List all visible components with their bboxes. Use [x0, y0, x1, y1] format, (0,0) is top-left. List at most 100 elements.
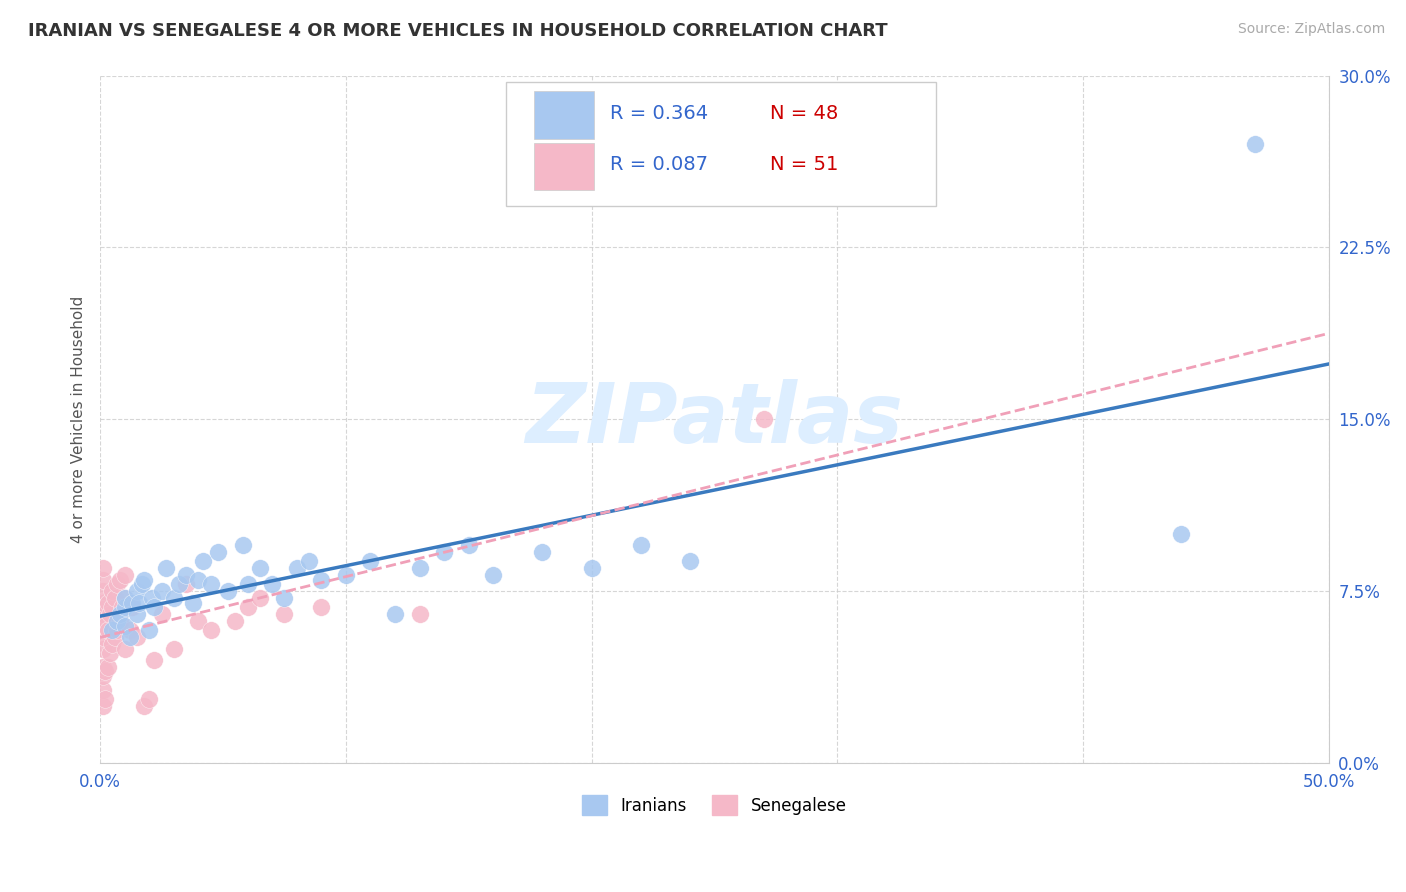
Point — [174, 577, 197, 591]
Point — [105, 623, 128, 637]
Text: N = 48: N = 48 — [769, 103, 838, 123]
Point — [309, 600, 332, 615]
Point — [482, 568, 505, 582]
Point — [752, 412, 775, 426]
Point — [118, 630, 141, 644]
Point — [91, 607, 114, 622]
Point — [200, 623, 222, 637]
Point — [91, 641, 114, 656]
Point — [141, 591, 163, 606]
Text: R = 0.087: R = 0.087 — [610, 155, 709, 175]
Point — [143, 653, 166, 667]
Point — [104, 630, 127, 644]
Point — [167, 577, 190, 591]
Point — [163, 641, 186, 656]
Point — [91, 660, 114, 674]
Point — [285, 561, 308, 575]
Point — [309, 573, 332, 587]
Point — [105, 577, 128, 591]
Point — [108, 573, 131, 587]
Point — [114, 618, 136, 632]
Text: ZIPatlas: ZIPatlas — [526, 379, 903, 459]
Point — [262, 577, 284, 591]
Point — [111, 600, 134, 615]
Point — [433, 545, 456, 559]
Point — [91, 561, 114, 575]
Point — [155, 561, 177, 575]
Point — [174, 568, 197, 582]
Point — [101, 584, 124, 599]
Text: R = 0.364: R = 0.364 — [610, 103, 709, 123]
FancyBboxPatch shape — [534, 143, 593, 190]
Point — [101, 637, 124, 651]
Point — [121, 600, 143, 615]
Point — [114, 591, 136, 606]
Point — [1244, 137, 1267, 152]
Text: IRANIAN VS SENEGALESE 4 OR MORE VEHICLES IN HOUSEHOLD CORRELATION CHART: IRANIAN VS SENEGALESE 4 OR MORE VEHICLES… — [28, 22, 887, 40]
Point — [121, 596, 143, 610]
Point — [273, 607, 295, 622]
Point — [143, 600, 166, 615]
Point — [531, 545, 554, 559]
Point — [138, 623, 160, 637]
Point — [98, 607, 121, 622]
Point — [134, 698, 156, 713]
Legend: Iranians, Senegalese: Iranians, Senegalese — [574, 787, 855, 823]
Point — [457, 538, 479, 552]
Point — [96, 596, 118, 610]
Point — [105, 614, 128, 628]
Point — [125, 630, 148, 644]
FancyBboxPatch shape — [506, 82, 935, 206]
Point — [125, 607, 148, 622]
Point — [91, 596, 114, 610]
Point — [630, 538, 652, 552]
Point — [163, 591, 186, 606]
Point — [114, 600, 136, 615]
Point — [91, 573, 114, 587]
Point — [138, 692, 160, 706]
Point — [232, 538, 254, 552]
FancyBboxPatch shape — [534, 91, 593, 138]
Text: N = 51: N = 51 — [769, 155, 838, 175]
Point — [249, 561, 271, 575]
Point — [187, 573, 209, 587]
Point — [96, 623, 118, 637]
Point — [236, 577, 259, 591]
Point — [249, 591, 271, 606]
Point — [384, 607, 406, 622]
Point — [217, 584, 239, 599]
Point — [679, 554, 702, 568]
Point — [200, 577, 222, 591]
Point — [114, 568, 136, 582]
Point — [91, 682, 114, 697]
Point — [98, 646, 121, 660]
Point — [94, 665, 117, 679]
Point — [408, 607, 430, 622]
Point — [91, 669, 114, 683]
Point — [224, 614, 246, 628]
Point — [91, 630, 114, 644]
Point — [108, 607, 131, 622]
Point — [114, 591, 136, 606]
Point — [94, 692, 117, 706]
Text: Source: ZipAtlas.com: Source: ZipAtlas.com — [1237, 22, 1385, 37]
Point — [193, 554, 215, 568]
Point — [131, 577, 153, 591]
Point — [150, 607, 173, 622]
Point — [91, 698, 114, 713]
Y-axis label: 4 or more Vehicles in Household: 4 or more Vehicles in Household — [72, 296, 86, 543]
Point — [108, 614, 131, 628]
Point — [101, 623, 124, 637]
Point — [1170, 527, 1192, 541]
Point — [408, 561, 430, 575]
Point — [236, 600, 259, 615]
Point — [94, 618, 117, 632]
Point — [134, 573, 156, 587]
Point — [183, 596, 205, 610]
Point — [91, 584, 114, 599]
Point — [104, 591, 127, 606]
Point — [118, 623, 141, 637]
Point — [125, 584, 148, 599]
Point — [335, 568, 357, 582]
Point — [96, 660, 118, 674]
